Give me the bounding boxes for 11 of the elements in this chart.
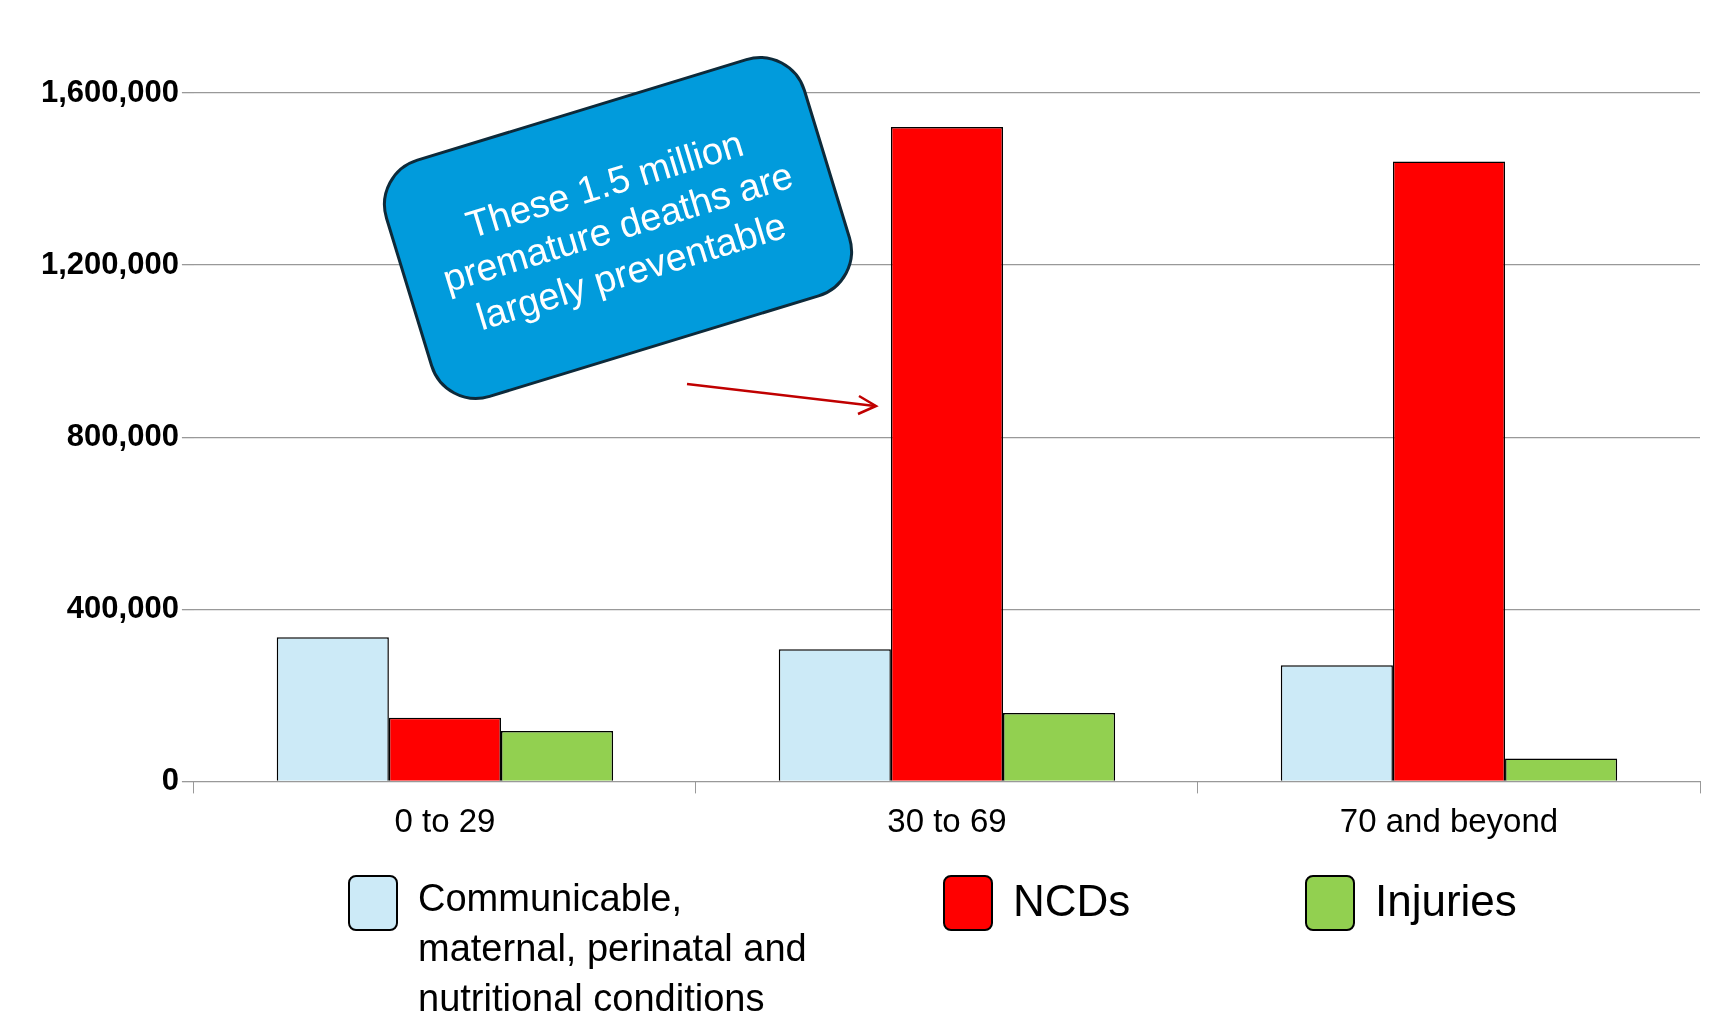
y-tick-label: 0	[161, 761, 179, 797]
x-tick-label: 70 and beyond	[1339, 802, 1559, 840]
legend-label: NCDs	[1013, 875, 1131, 927]
x-tick-label: 30 to 69	[887, 802, 1007, 840]
y-tick-label: 1,600,000	[40, 73, 179, 109]
x-tick-label: 0 to 29	[394, 802, 496, 840]
y-tick-label: 400,000	[66, 589, 179, 625]
y-tick-label: 800,000	[66, 417, 179, 453]
legend-label: Injuries	[1375, 875, 1517, 927]
y-tick-label: 1,200,000	[40, 245, 179, 281]
legend-label: Communicable, maternal, perinatal and nutritional conditions	[418, 876, 808, 1011]
